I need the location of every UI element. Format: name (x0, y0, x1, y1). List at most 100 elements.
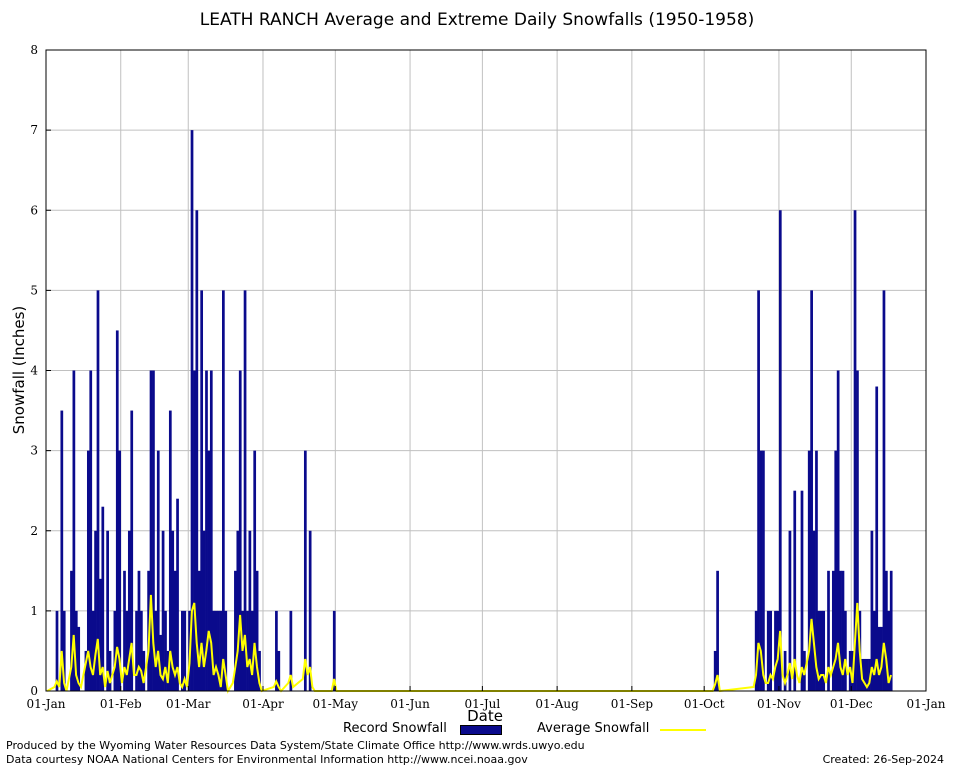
chart-title: LEATH RANCH Average and Extreme Daily Sn… (199, 10, 755, 30)
record-bar (834, 450, 838, 691)
record-bar (889, 570, 893, 691)
y-axis-label: Snowfall (Inches) (10, 305, 28, 435)
record-bar (55, 610, 59, 691)
record-bar (793, 490, 797, 691)
record-bar (142, 650, 146, 691)
record-bar (836, 370, 840, 691)
record-bar (853, 210, 857, 691)
record-bar (868, 658, 871, 691)
record-bar (77, 626, 81, 691)
footer-created-date: Created: 26-Sep-2024 (822, 753, 944, 766)
record-bar (123, 570, 126, 691)
y-tick-label: 3 (30, 444, 38, 458)
record-bar (716, 570, 719, 691)
record-bar (195, 210, 199, 691)
x-tick-label: 01-Dec (830, 697, 873, 711)
footer-produced-by: Produced by the Wyoming Water Resources … (6, 739, 585, 752)
record-bar (819, 610, 823, 691)
record-bar (137, 570, 141, 691)
record-bar (108, 650, 112, 691)
record-bar (303, 450, 307, 691)
record-bar (238, 370, 242, 691)
x-tick-label: 01-Nov (757, 697, 801, 711)
x-tick-label: 01-Sep (611, 697, 654, 711)
record-bar (827, 570, 830, 691)
record-bar (113, 610, 117, 691)
record-bar (190, 130, 194, 691)
y-tick-label: 8 (30, 43, 38, 57)
record-bar (757, 290, 760, 691)
record-bar (72, 370, 76, 691)
record-bar (183, 610, 187, 691)
legend-record-swatch (460, 725, 502, 735)
record-bar (870, 530, 874, 691)
x-tick-label: 01-Jan (906, 697, 945, 711)
record-bar (275, 610, 278, 691)
record-bar (207, 450, 211, 691)
record-bar (865, 658, 869, 691)
y-tick-label: 1 (30, 604, 38, 618)
record-bar (159, 634, 163, 691)
x-tick-labels: 01-Jan 01-Feb 01-Mar 01-Apr 01-May 01-Jun 01-J… (26, 686, 946, 711)
record-bar (99, 578, 102, 691)
x-axis-label: Date (467, 707, 503, 725)
record-bar (248, 530, 252, 691)
record-bar (754, 610, 758, 691)
record-bar (193, 370, 196, 691)
record-bar (91, 610, 95, 691)
record-bar (94, 530, 97, 691)
record-bar (332, 610, 336, 691)
record-bar (877, 626, 881, 691)
record-bar (154, 610, 158, 691)
record-bar (783, 650, 787, 691)
record-bar (807, 450, 811, 691)
record-bar (101, 506, 105, 691)
record-bar (86, 450, 90, 691)
record-bar (236, 530, 240, 691)
record-bar (856, 370, 859, 691)
average-line (46, 594, 892, 694)
record-bar (127, 530, 131, 691)
record-bar (74, 610, 78, 691)
record-bar (212, 610, 216, 691)
x-tick-label: 01-May (313, 697, 359, 711)
record-bar (822, 610, 826, 691)
record-bar (831, 570, 835, 691)
record-bar (234, 570, 237, 691)
record-bar (217, 610, 220, 691)
record-bar (778, 210, 782, 691)
record-bar (800, 490, 804, 691)
x-tick-label: 01-Aug (535, 697, 579, 711)
x-tick-label: 01-Mar (166, 697, 211, 711)
record-bar (96, 290, 100, 691)
record-bar (243, 290, 247, 691)
record-bar (152, 370, 155, 691)
footer-data-courtesy: Data courtesy NOAA National Centers for … (6, 753, 528, 766)
record-bar (839, 570, 842, 691)
record-bar (214, 610, 218, 691)
record-bars (55, 130, 893, 691)
x-tick-label: 01-Oct (684, 697, 725, 711)
record-bar (125, 610, 129, 691)
record-bar (135, 610, 138, 691)
legend-average-swatch (660, 729, 706, 731)
record-bar (887, 610, 891, 691)
x-tick-label: 01-Feb (100, 697, 142, 711)
record-bar (140, 610, 143, 691)
record-bar (759, 450, 763, 691)
legend-average-label: Average Snowfall (537, 721, 650, 736)
record-bar (769, 610, 772, 691)
x-tick-label: 01-Jul (465, 697, 501, 711)
record-bar (882, 290, 886, 691)
record-bar (774, 610, 777, 691)
y-tick-label: 2 (30, 524, 38, 538)
record-bar (176, 498, 179, 691)
record-bar (60, 410, 64, 691)
x-tick-label: 01-Apr (242, 697, 284, 711)
record-bar (161, 530, 165, 691)
y-tick-label: 4 (30, 364, 38, 378)
legend-record-label: Record Snowfall (343, 721, 447, 736)
y-tick-label: 5 (30, 283, 38, 297)
record-bar (209, 370, 213, 691)
record-bar (762, 450, 765, 691)
